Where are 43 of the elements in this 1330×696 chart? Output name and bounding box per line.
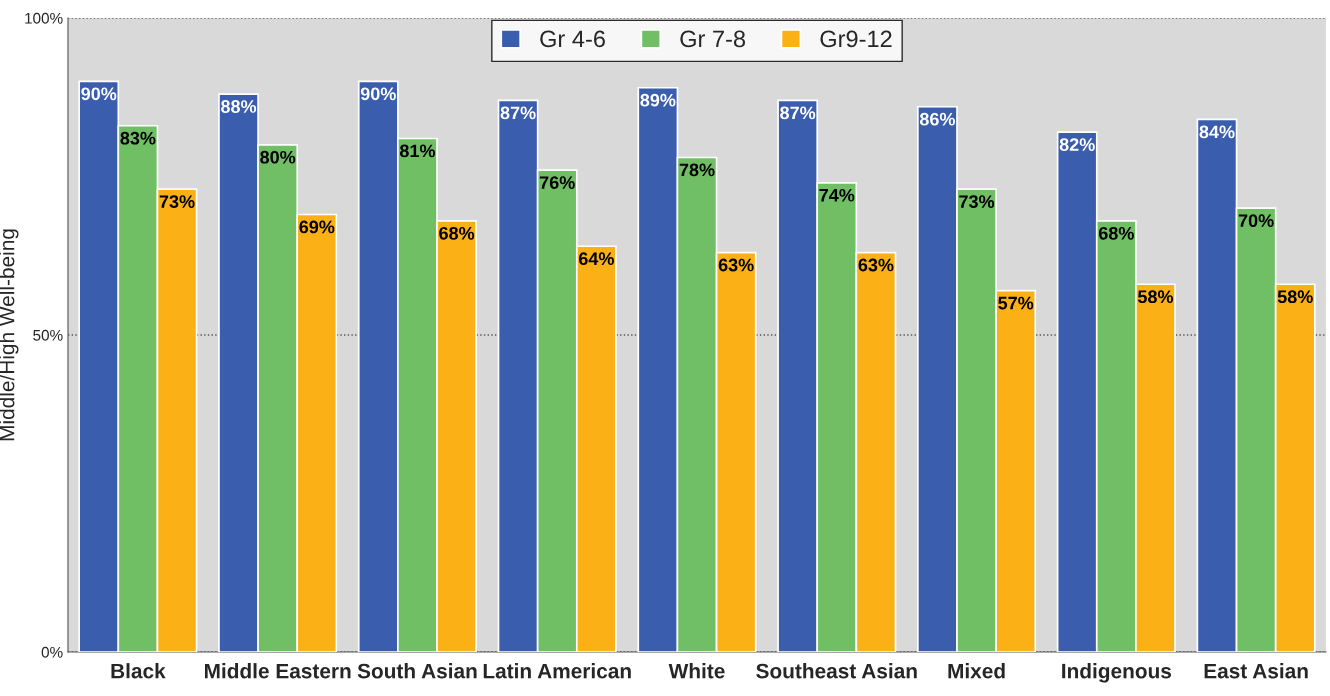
legend-label: Gr9-12 bbox=[820, 30, 892, 48]
data-label: 64% bbox=[578, 252, 614, 266]
data-label: 87% bbox=[500, 106, 536, 120]
data-label: 73% bbox=[959, 195, 995, 209]
x-tick-label: South Asian bbox=[357, 663, 477, 679]
data-label: 63% bbox=[858, 258, 894, 272]
data-label: 70% bbox=[1238, 214, 1274, 228]
x-tick-label: Middle Eastern bbox=[204, 663, 351, 679]
data-label: 83% bbox=[120, 131, 156, 145]
data-label: 78% bbox=[679, 163, 715, 177]
data-label: 58% bbox=[1137, 290, 1174, 304]
y-tick-label: 0% bbox=[41, 646, 63, 658]
data-label: 81% bbox=[399, 144, 436, 158]
data-label: 63% bbox=[718, 258, 754, 272]
data-label: 69% bbox=[299, 220, 335, 234]
data-label: 58% bbox=[1277, 290, 1313, 304]
data-label: 90% bbox=[360, 87, 396, 101]
data-label: 57% bbox=[998, 296, 1034, 310]
x-tick-label: White bbox=[668, 663, 725, 679]
x-tick-label: Southeast Asian bbox=[756, 663, 917, 679]
data-label: 80% bbox=[260, 150, 296, 164]
data-label: 90% bbox=[81, 87, 117, 101]
data-label: 86% bbox=[919, 112, 956, 126]
x-tick-label: Mixed bbox=[948, 663, 1005, 679]
x-tick-label: Latin American bbox=[483, 663, 631, 679]
x-tick-label: East Asian bbox=[1204, 663, 1308, 679]
data-label: 82% bbox=[1059, 138, 1095, 151]
data-label: 68% bbox=[1098, 226, 1134, 240]
data-label: 84% bbox=[1199, 125, 1235, 139]
y-tick-label: 50% bbox=[33, 329, 63, 341]
data-label: 73% bbox=[159, 195, 195, 209]
y-axis-title: Middle/High Well-being bbox=[0, 229, 19, 441]
x-tick-label: Indigenous bbox=[1062, 663, 1172, 683]
data-label: 76% bbox=[539, 176, 575, 189]
y-tick-label: 100% bbox=[25, 12, 63, 24]
data-label: 68% bbox=[439, 226, 475, 240]
legend-label: Gr 7-8 bbox=[680, 30, 746, 48]
data-label: 89% bbox=[640, 93, 676, 107]
data-label: 88% bbox=[221, 100, 257, 113]
x-tick-label: Black bbox=[111, 663, 166, 679]
data-label: 87% bbox=[780, 106, 816, 120]
data-label: 74% bbox=[819, 188, 855, 202]
legend-label: Gr 4-6 bbox=[540, 30, 605, 48]
